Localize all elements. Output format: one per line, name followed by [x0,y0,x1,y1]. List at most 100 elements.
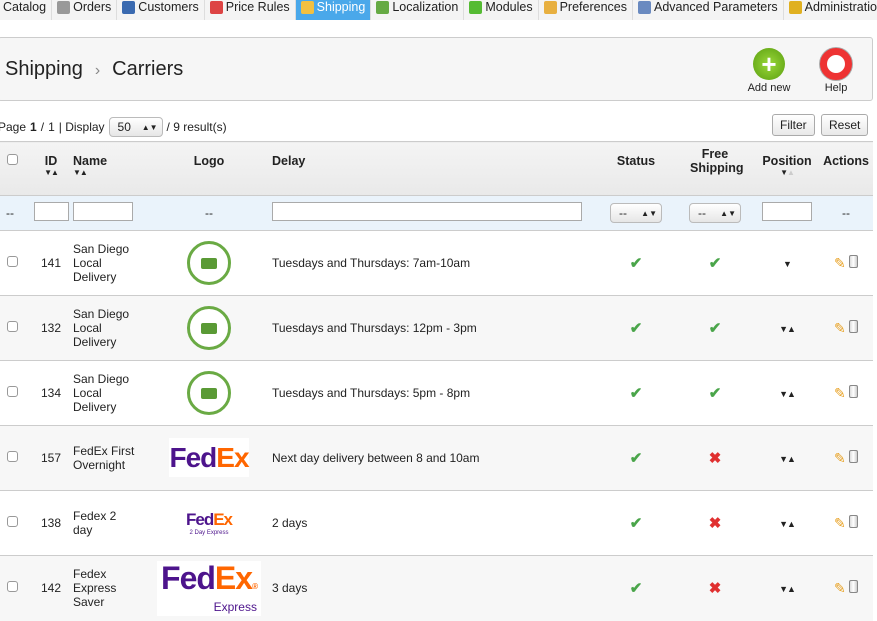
delete-icon[interactable] [849,579,859,593]
status-enabled-icon[interactable]: ✔ [629,255,643,272]
free-shipping-enabled-icon[interactable]: ✔ [708,385,722,402]
breadcrumb: Shipping › Carriers [5,58,183,81]
tab-label: Modules [485,0,533,14]
carrier-delay: 2 days [271,490,597,556]
delete-icon[interactable] [849,319,859,333]
name-filter-input[interactable] [73,202,133,221]
display-value: 50 [117,120,131,134]
fedex-express-logo: FedEx® Express [157,560,261,616]
free-shipping-enabled-icon[interactable]: ✔ [708,320,722,337]
help-label: Help [824,82,848,94]
tab-localization[interactable]: Localization [371,0,465,20]
row-checkbox[interactable] [7,256,18,267]
tab-shipping[interactable]: Shipping [295,0,372,20]
edit-icon[interactable]: ✎ [833,579,846,596]
carrier-delay: Tuesdays and Thursdays: 12pm - 3pm [271,295,597,361]
table-row[interactable]: 141 San Diego Local Delivery Tuesdays an… [0,230,873,296]
status-enabled-icon[interactable]: ✔ [629,515,643,532]
col-logo: Logo [193,154,225,168]
tab-label: Catalog [3,0,47,14]
carrier-delay: Next day delivery between 8 and 10am [271,425,597,491]
tab-icon [122,1,136,14]
edit-icon[interactable]: ✎ [833,384,846,401]
tab-advanced-parameters[interactable]: Advanced Parameters [632,0,784,20]
tab-preferences[interactable]: Preferences [538,0,633,20]
free-shipping-disabled-icon[interactable]: ✖ [708,580,722,598]
tab-label: Customers [138,0,199,14]
tab-administration[interactable]: Administration [783,0,877,20]
free-shipping-enabled-icon[interactable]: ✔ [708,255,722,272]
delete-icon[interactable] [849,254,859,268]
tab-customers[interactable]: Customers [117,0,205,20]
free-delivery-logo [187,306,231,350]
tab-icon [469,1,483,14]
table-row[interactable]: 132 San Diego Local Delivery Tuesdays an… [0,295,873,361]
delete-icon[interactable] [849,514,859,528]
carrier-id: 157 [30,425,72,491]
position-arrows-icon[interactable]: ▼ [783,259,792,269]
col-delay: Delay [272,154,306,168]
position-arrows-icon[interactable]: ▼▲ [779,454,796,464]
breadcrumb-parent[interactable]: Shipping [5,58,83,80]
edit-icon[interactable]: ✎ [833,319,846,336]
edit-icon[interactable]: ✎ [833,514,846,531]
table-row[interactable]: 142 Fedex Express Saver FedEx® Express 3 … [0,555,873,621]
add-new-button[interactable]: + Add new [744,48,794,94]
select-value: -- [698,206,706,220]
tab-label: Advanced Parameters [653,0,778,14]
row-checkbox[interactable] [7,581,18,593]
reset-button[interactable]: Reset [821,114,869,136]
delete-icon[interactable] [849,449,859,463]
carrier-id: 141 [30,230,72,296]
sort-arrows-icon[interactable]: ▼▲ [780,168,795,177]
id-filter-input[interactable] [33,202,69,221]
plus-icon: + [753,48,785,80]
position-filter-input[interactable] [762,202,812,221]
status-enabled-icon[interactable]: ✔ [629,580,643,598]
status-filter-select[interactable]: -- ▲▼ [610,203,662,223]
position-arrows-icon[interactable]: ▼▲ [779,584,796,595]
col-actions: Actions [823,154,869,168]
position-arrows-icon[interactable]: ▼▲ [779,324,796,334]
status-enabled-icon[interactable]: ✔ [629,450,643,467]
edit-icon[interactable]: ✎ [833,254,846,271]
position-arrows-icon[interactable]: ▼▲ [779,389,796,399]
row-checkbox[interactable] [7,516,18,527]
free-shipping-disabled-icon[interactable]: ✖ [708,515,722,532]
breadcrumb-separator: › [94,62,101,79]
status-enabled-icon[interactable]: ✔ [629,385,643,402]
position-arrows-icon[interactable]: ▼▲ [779,519,796,529]
help-button[interactable]: Help [811,48,861,94]
row-checkbox[interactable] [7,386,18,397]
edit-icon[interactable]: ✎ [833,449,846,466]
carrier-delay: Tuesdays and Thursdays: 7am-10am [271,230,597,296]
carrier-name: San Diego Local Delivery [72,360,147,426]
row-checkbox[interactable] [7,451,18,462]
tab-orders[interactable]: Orders [52,0,118,20]
delete-icon[interactable] [849,384,859,398]
tab-catalog[interactable]: Catalog [0,0,53,20]
main-menu: Catalog Orders Customers Price Rules Shippin… [0,0,877,20]
tab-icon [637,1,651,14]
tab-modules[interactable]: Modules [464,0,539,20]
display-select[interactable]: 50 ▲▼ [108,117,163,137]
sort-arrows-icon[interactable]: ▼▲ [73,168,88,177]
tab-icon [300,1,314,14]
table-row[interactable]: 134 San Diego Local Delivery Tuesdays an… [0,360,873,426]
carrier-delay: Tuesdays and Thursdays: 5pm - 8pm [271,360,597,426]
row-checkbox[interactable] [7,321,18,332]
tab-price-rules[interactable]: Price Rules [204,0,296,20]
filter-button[interactable]: Filter [772,114,815,136]
tab-icon [209,1,223,14]
table-row[interactable]: 157 FedEx First Overnight FedEx Next day… [0,425,873,491]
free-shipping-disabled-icon[interactable]: ✖ [708,450,722,467]
sort-arrows-icon[interactable]: ▼▲ [44,168,59,177]
delay-filter-input[interactable] [272,202,582,221]
select-all-checkbox[interactable] [7,154,18,165]
tab-icon [788,1,802,14]
tab-icon [543,1,557,14]
status-enabled-icon[interactable]: ✔ [629,320,643,337]
select-arrows-icon: ▲▼ [641,208,657,218]
table-row[interactable]: 138 Fedex 2 day FedEx 2 Day Express 2 day… [0,490,873,556]
free-shipping-filter-select[interactable]: -- ▲▼ [689,203,741,223]
